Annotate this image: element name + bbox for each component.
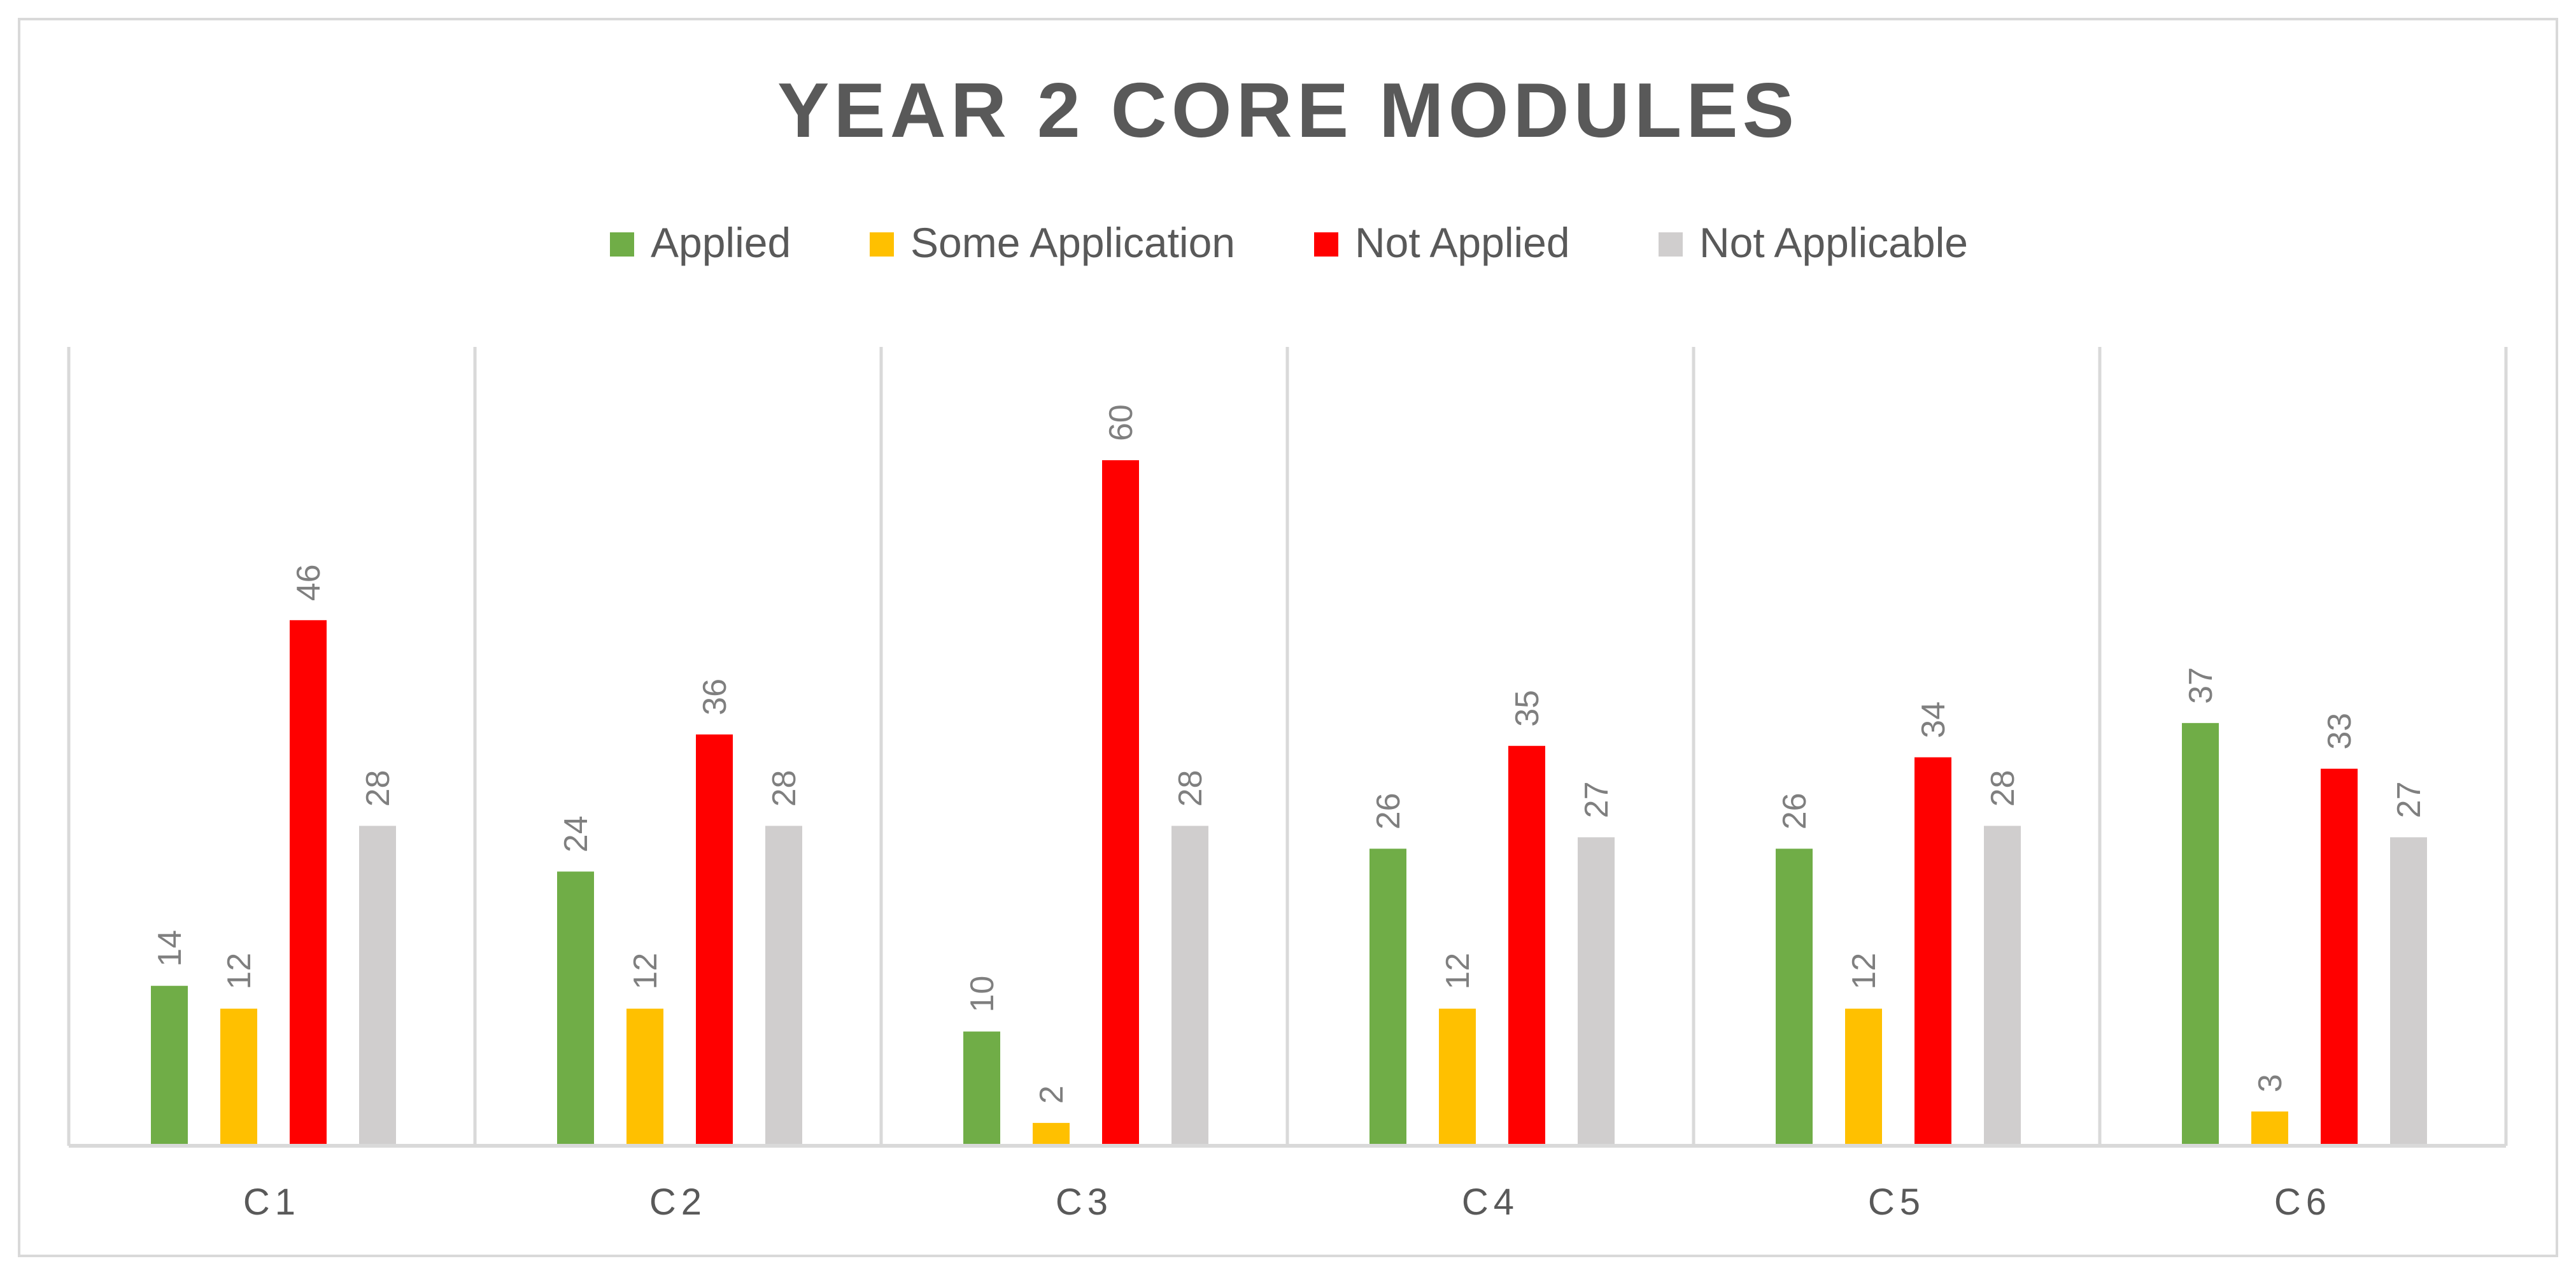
data-label-c4-not-applied: 35 <box>1509 690 1546 727</box>
legend-label-applied: Applied <box>651 219 791 266</box>
data-label-c4-applied: 26 <box>1370 792 1407 829</box>
data-label-c6-not-applied: 33 <box>2321 713 2358 750</box>
x-tick-c6: C6 <box>2274 1181 2332 1223</box>
bar-c4-not-applied <box>1508 745 1545 1146</box>
legend-swatch-not-applied <box>1314 232 1338 257</box>
data-label-c5-applied: 26 <box>1776 792 1813 829</box>
data-label-c3-applied: 10 <box>964 976 1001 1013</box>
x-axis-tick-labels: C1 C2 C3 C4 C5 C6 <box>243 1181 2332 1223</box>
bar-c5-applied <box>1776 849 1813 1146</box>
x-tick-c2: C2 <box>649 1181 707 1223</box>
bar-c3-not-applied <box>1102 460 1139 1146</box>
bar-c1-applied <box>151 985 188 1146</box>
bar-c1-not-applied <box>290 620 327 1146</box>
data-label-c5-not-applied: 34 <box>1915 701 1952 738</box>
bar-c6-not-applicable <box>2390 837 2427 1146</box>
data-label-c1-applied: 14 <box>152 930 188 967</box>
data-label-c6-not-applicable: 27 <box>2391 782 2428 819</box>
x-tick-c3: C3 <box>1056 1181 1113 1223</box>
data-label-c6-some-application: 3 <box>2252 1074 2289 1092</box>
data-label-c2-applied: 24 <box>558 815 595 852</box>
bar-c2-not-applicable <box>765 826 802 1146</box>
bars <box>151 460 2427 1146</box>
data-label-c3-not-applicable: 28 <box>1172 770 1209 807</box>
legend-label-not-applied: Not Applied <box>1355 219 1570 266</box>
bar-c3-some-application <box>1033 1123 1070 1146</box>
data-label-c5-not-applicable: 28 <box>1985 770 2021 807</box>
bar-c4-not-applicable <box>1578 837 1615 1146</box>
bar-c3-applied <box>963 1031 1000 1146</box>
data-label-c2-not-applicable: 28 <box>766 770 803 807</box>
legend-label-some-application: Some Application <box>910 219 1235 266</box>
bar-c1-some-application <box>220 1008 257 1146</box>
bar-c4-some-application <box>1439 1008 1476 1146</box>
data-label-c2-some-application: 12 <box>627 953 664 990</box>
data-labels: 14 12 46 28 24 12 36 28 10 2 60 28 26 12 35 27 26 12 34 28 3… <box>152 404 2428 1104</box>
bar-c2-not-applied <box>696 734 733 1146</box>
chart-title: YEAR 2 CORE MODULES <box>777 67 1799 153</box>
data-label-c1-not-applied: 46 <box>290 564 327 601</box>
data-label-c3-some-application: 2 <box>1033 1085 1070 1104</box>
category-gridlines <box>67 347 2508 1146</box>
bar-c4-applied <box>1369 849 1406 1146</box>
data-label-c5-some-application: 12 <box>1846 953 1883 990</box>
data-label-c1-some-application: 12 <box>221 953 258 990</box>
x-tick-c5: C5 <box>1868 1181 1925 1223</box>
bar-c6-not-applied <box>2321 768 2358 1146</box>
data-label-c4-some-application: 12 <box>1440 953 1476 990</box>
legend: Applied Some Application Not Applied Not Ap… <box>610 219 1968 266</box>
bar-c5-not-applied <box>1914 757 1951 1146</box>
legend-swatch-applied <box>610 232 634 257</box>
legend-swatch-some-application <box>870 232 894 257</box>
data-label-c4-not-applicable: 27 <box>1578 782 1615 819</box>
data-label-c2-not-applied: 36 <box>697 679 733 715</box>
bar-c6-applied <box>2182 722 2219 1146</box>
data-label-c6-applied: 37 <box>2183 667 2219 704</box>
data-label-c3-not-applied: 60 <box>1103 404 1140 441</box>
legend-label-not-applicable: Not Applicable <box>1699 219 1968 266</box>
legend-swatch-not-applicable <box>1659 232 1683 257</box>
bar-c6-some-application <box>2251 1111 2288 1146</box>
bar-c5-not-applicable <box>1984 826 2021 1146</box>
data-label-c1-not-applicable: 28 <box>360 770 397 807</box>
bar-c2-some-application <box>626 1008 663 1146</box>
bar-c2-applied <box>557 871 594 1146</box>
x-tick-c1: C1 <box>243 1181 301 1223</box>
bar-c1-not-applicable <box>359 826 396 1146</box>
bar-c5-some-application <box>1845 1008 1882 1146</box>
bar-c3-not-applicable <box>1171 826 1208 1146</box>
x-tick-c4: C4 <box>1462 1181 1519 1223</box>
